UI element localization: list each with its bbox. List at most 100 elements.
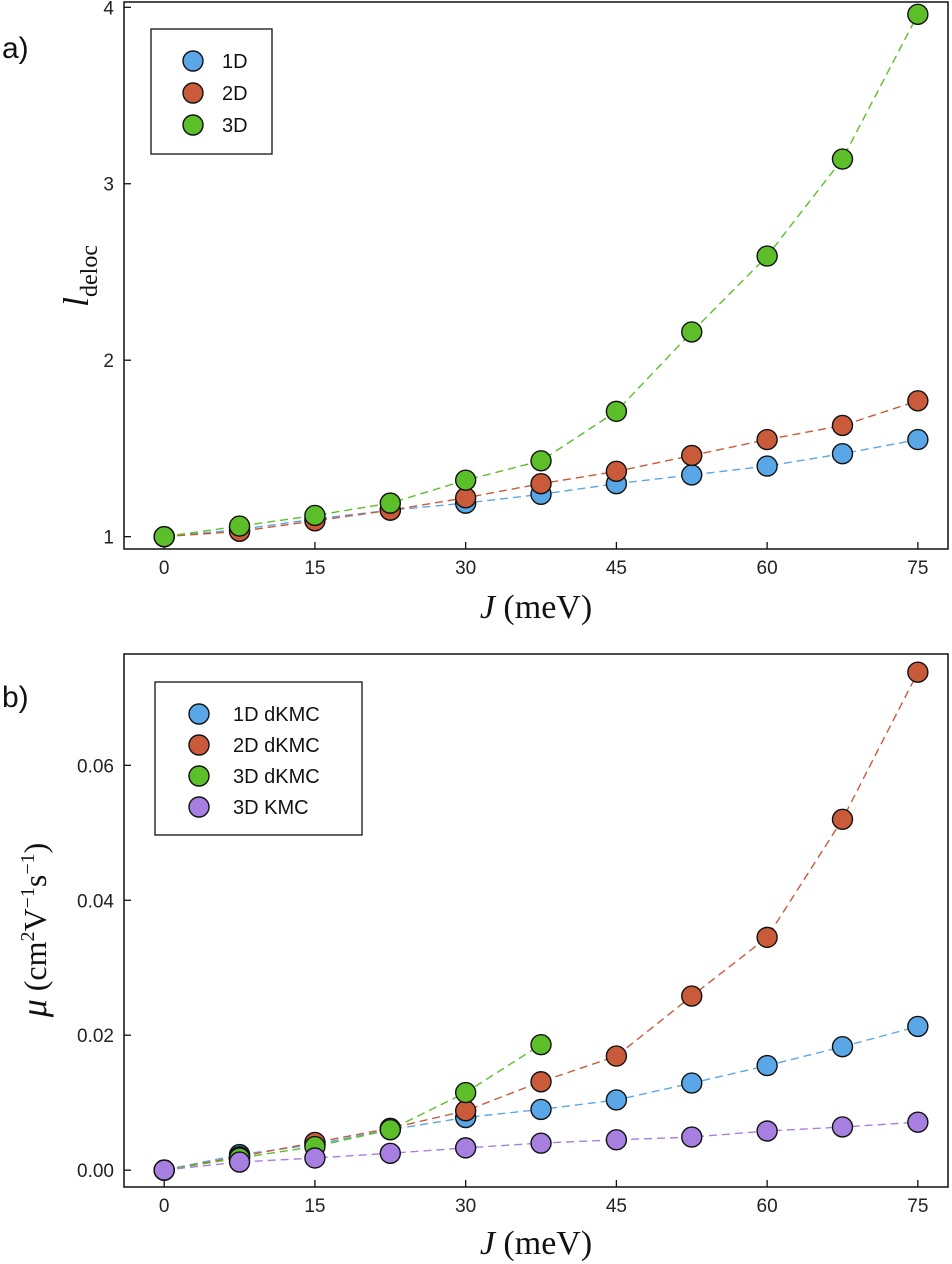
plot-frame-a (123, 1, 949, 550)
data-point (907, 390, 929, 412)
x-tick-label: 0 (159, 1196, 170, 1217)
data-point (907, 3, 929, 26)
x-tick-label: 15 (304, 558, 325, 579)
legend-label: 3D KMC (233, 797, 309, 819)
x-tick-label: 60 (757, 1196, 778, 1217)
x-tick-label: 45 (606, 1196, 627, 1217)
legend-items-b: 1D dKMC 2D dKMC 3D dKMC 3D KMC (188, 703, 320, 819)
data-point (530, 1071, 552, 1093)
data-point (907, 1111, 929, 1133)
y-tick-label: 0.06 (77, 756, 114, 777)
data-point (530, 473, 552, 495)
data-point (831, 1116, 854, 1138)
data-points-a (153, 3, 929, 548)
data-point (530, 1098, 552, 1121)
legend-b: 1D dKMC 2D dKMC 3D dKMC 3D KMC (154, 681, 363, 836)
x-tick-label: 45 (606, 558, 627, 579)
legend-label: 3D (222, 115, 248, 137)
y-tick-label: 0.02 (77, 1026, 114, 1047)
legend-label: 2D (222, 83, 248, 105)
legend-label: 1D (222, 51, 248, 73)
data-point (681, 464, 703, 486)
series-line (164, 14, 919, 538)
data-point (454, 1081, 477, 1104)
data-point (605, 400, 628, 423)
data-point (907, 1015, 929, 1038)
x-axis-label-b: J (meV) (480, 1225, 592, 1262)
data-point (304, 1147, 326, 1169)
ticks-b: 0 15 30 45 60 75 0.00 0.02 0.04 0.06 (77, 756, 928, 1217)
data-point (907, 428, 929, 451)
data-point (681, 1126, 703, 1148)
data-point (831, 414, 854, 437)
data-point (756, 455, 778, 477)
legend-marker (182, 82, 204, 104)
data-point (379, 1142, 401, 1164)
y-tick-label: 4 (103, 0, 114, 19)
x-tick-label: 30 (455, 558, 476, 579)
data-point (831, 148, 854, 170)
x-tick-label: 15 (304, 1196, 325, 1217)
legend-marker (182, 50, 204, 72)
data-point (530, 1132, 552, 1154)
ticks-a: 0 15 30 45 60 75 1 2 3 4 (103, 0, 928, 579)
data-point (454, 469, 477, 491)
series-line (164, 1044, 542, 1171)
data-point (454, 1100, 477, 1122)
legend-box-a (150, 28, 273, 155)
legend-a: 1D 2D 3D (150, 28, 273, 155)
data-point (530, 450, 552, 472)
data-point (831, 808, 854, 830)
panel-label-a: a) (2, 32, 29, 65)
data-point (681, 985, 703, 1007)
x-axis-label-a: J (meV) (480, 589, 592, 626)
data-point (304, 504, 326, 527)
data-point (605, 1045, 628, 1067)
data-point (681, 1072, 703, 1094)
data-point (228, 1151, 251, 1173)
data-point (756, 1054, 778, 1077)
y-tick-label: 0.04 (77, 891, 114, 912)
y-tick-label: 1 (103, 528, 114, 549)
data-point (530, 1033, 552, 1056)
data-point (756, 245, 778, 267)
data-point (379, 492, 401, 514)
legend-marker (182, 114, 204, 136)
data-points-b (153, 661, 929, 1181)
panel-label-b: b) (2, 681, 29, 714)
data-point (681, 321, 703, 343)
legend-marker (188, 796, 210, 818)
x-tick-label: 75 (907, 558, 928, 579)
panel-a: a) 0 15 30 45 60 75 1 2 3 4 J (meV) ldeloc 1D 2D 3D (2, 0, 949, 626)
data-point (907, 661, 929, 683)
series-line (164, 671, 919, 1171)
legend-marker (188, 734, 210, 756)
data-point (153, 525, 175, 548)
legend-label: 3D dKMC (233, 766, 320, 788)
data-point (605, 1089, 628, 1111)
plot-frame-b (123, 653, 949, 1188)
panel-b: b) 0 15 30 45 60 75 0.00 0.02 0.04 0.06 J (meV) μ… (2, 653, 949, 1262)
x-tick-label: 30 (455, 1196, 476, 1217)
data-point (756, 926, 778, 949)
y-tick-label: 3 (103, 175, 114, 196)
data-point (681, 444, 703, 467)
data-point (756, 428, 778, 451)
legend-marker (188, 703, 210, 725)
x-tick-label: 75 (907, 1196, 928, 1217)
data-point (153, 1159, 175, 1181)
y-tick-label: 0.00 (77, 1161, 114, 1182)
x-tick-label: 60 (757, 558, 778, 579)
legend-label: 2D dKMC (233, 735, 320, 757)
data-point (831, 1035, 854, 1058)
data-point (379, 1118, 401, 1141)
legend-marker (188, 765, 210, 787)
x-tick-label: 0 (159, 558, 170, 579)
y-axis-label-b: μ (cm2V−1s−1) (14, 843, 54, 1019)
data-point (454, 1137, 477, 1159)
data-point (228, 515, 251, 537)
legend-items-a: 1D 2D 3D (182, 50, 248, 137)
data-point (831, 443, 854, 465)
y-axis-label-a: ldeloc (56, 245, 103, 307)
